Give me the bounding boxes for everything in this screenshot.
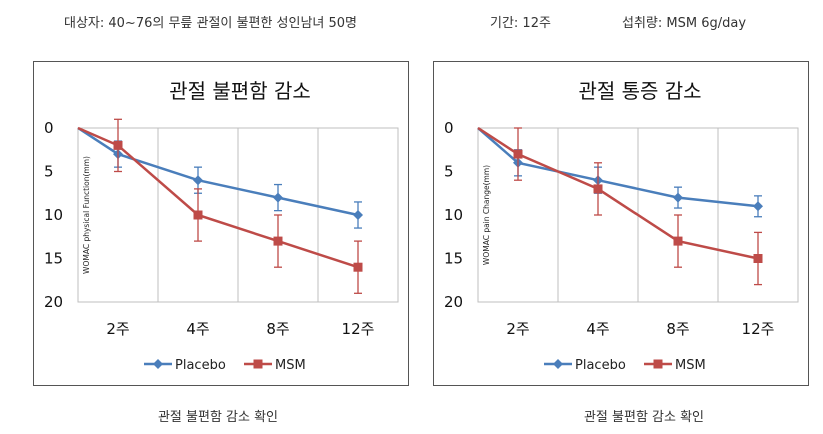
chart-title: 관절 통증 감소 — [578, 79, 701, 103]
data-point-placebo — [273, 192, 283, 203]
study-info-header: 대상자: 40~76의 무릎 관절이 불편한 성인남녀 50명 기간: 12주 … — [0, 12, 823, 34]
y-tick-label: 10 — [444, 206, 463, 224]
x-tick-label: 12주 — [742, 320, 775, 338]
chart-panel-pain: 관절 통증 감소 0 5 10 15 20 2주 4주 8주 12주 WOMAC pain Chan… — [433, 61, 809, 386]
series-line-placebo — [477, 127, 759, 208]
data-point-placebo — [193, 175, 203, 186]
data-point-msm — [353, 262, 363, 272]
data-point-msm — [673, 236, 683, 246]
chart-pain: 관절 통증 감소 0 5 10 15 20 2주 4주 8주 12주 WOMAC pain Chan… — [444, 79, 799, 373]
y-axis-label: WOMAC pain Change(mm) — [482, 165, 491, 265]
y-tick-label: 5 — [444, 163, 454, 181]
y-tick-label: 20 — [44, 293, 63, 311]
data-point-placebo — [753, 201, 763, 212]
legend-label: MSM — [275, 358, 306, 373]
chart-panel-function: 관절 불편함 감소 0 5 10 15 20 2주 4주 8주 12주 WOMAC physical… — [33, 61, 409, 386]
series-line-msm — [477, 126, 759, 260]
period-text: 기간: 12주 — [490, 16, 551, 31]
y-tick-label: 10 — [44, 206, 63, 224]
x-tick-label: 8주 — [266, 320, 289, 338]
y-tick-label: 0 — [44, 119, 54, 137]
legend-label: Placebo — [575, 358, 626, 373]
caption-pain: 관절 불편함 감소 확인 — [583, 410, 705, 425]
chart-function: 관절 불편함 감소 0 5 10 15 20 2주 4주 8주 12주 WOMAC physical… — [44, 79, 399, 373]
x-tick-label: 2주 — [506, 320, 529, 338]
x-tick-label: 4주 — [586, 320, 609, 338]
legend-marker — [153, 359, 163, 369]
y-tick-label: 20 — [444, 293, 463, 311]
data-point-placebo — [673, 192, 683, 203]
y-tick-label: 15 — [44, 250, 63, 268]
dose-text: 섭취량: MSM 6g/day — [622, 16, 747, 31]
data-point-msm — [753, 254, 763, 263]
data-point-msm — [513, 149, 523, 159]
legend-marker — [553, 359, 563, 369]
x-tick-label: 4주 — [186, 320, 209, 338]
chart-title: 관절 불편함 감소 — [169, 79, 311, 103]
y-tick-label: 5 — [44, 163, 54, 181]
legend-marker — [653, 359, 663, 369]
data-point-msm — [113, 140, 123, 150]
data-point-placebo — [353, 210, 363, 220]
y-tick-label: 15 — [444, 250, 463, 268]
legend-label: Placebo — [175, 358, 226, 373]
caption-function: 관절 불편함 감소 확인 — [157, 410, 279, 425]
y-axis-label: WOMAC physical Function(mm) — [82, 156, 91, 274]
x-tick-label: 2주 — [106, 320, 129, 338]
x-tick-label: 8주 — [666, 320, 689, 338]
y-tick-label: 0 — [444, 119, 454, 137]
legend-marker — [253, 359, 263, 369]
data-point-msm — [193, 210, 203, 220]
legend-label: MSM — [675, 358, 706, 373]
data-point-msm — [593, 184, 603, 194]
x-tick-label: 12주 — [342, 320, 375, 338]
subjects-text: 대상자: 40~76의 무릎 관절이 불편한 성인남녀 50명 — [64, 16, 358, 31]
data-point-msm — [273, 236, 283, 246]
